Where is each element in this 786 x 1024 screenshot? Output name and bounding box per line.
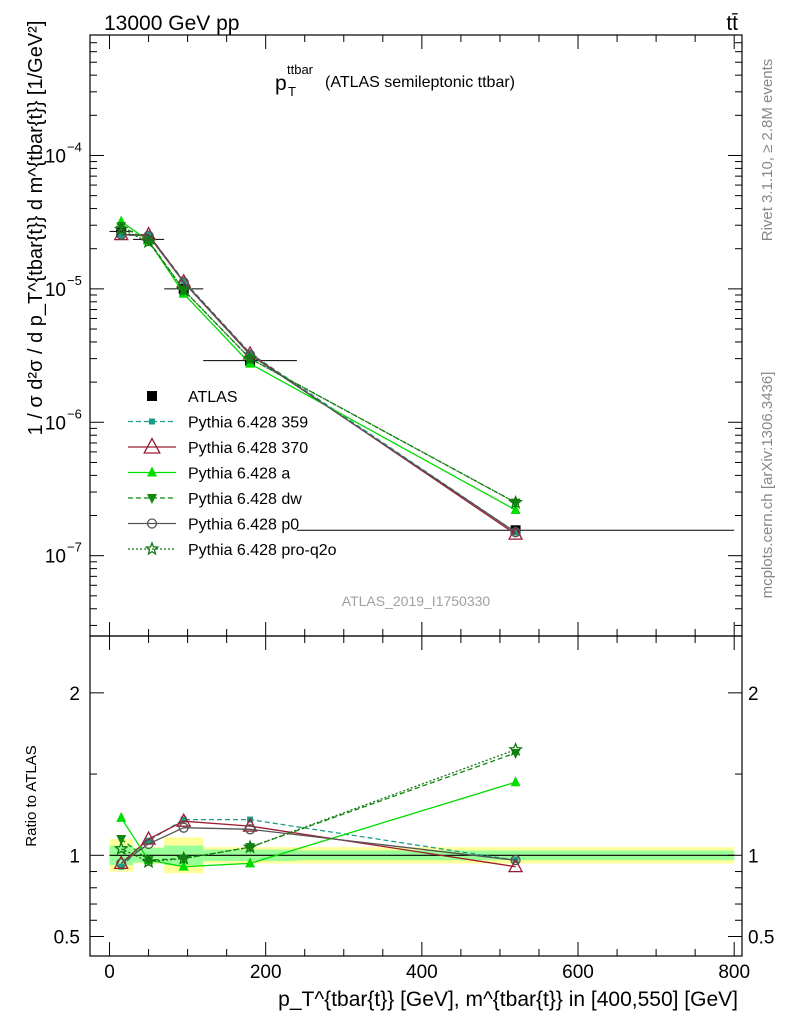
series-line-pythia-6-428-a	[120, 220, 516, 511]
legend: ATLAS Pythia 6.428 359 Pythia 6.428 370 Pyt…	[128, 389, 337, 559]
data-point-pythia-6-428-pro-q2o	[176, 282, 192, 297]
legend-marker-pythia-6-428-a	[147, 466, 157, 477]
ratio-y-tick-label: 0.5	[54, 928, 80, 949]
ratio-point-pythia-6-428-p0	[116, 858, 127, 869]
ratio-line-pythia-6-428-pro-q2o	[120, 749, 516, 863]
data-point-pythia-6-428-p0	[143, 230, 154, 241]
data-point-pythia-6-428-pro-q2o	[141, 234, 157, 249]
ratio-ylabel: Ratio to ATLAS	[23, 745, 40, 846]
ratio-point-pythia-6-428-p0	[244, 824, 256, 835]
ratio-point-pythia-6-428-p0	[510, 855, 521, 866]
ratio-point-pythia-6-428-p0	[178, 822, 189, 833]
data-point-pythia-6-428-a	[510, 504, 521, 515]
ratio-point-pythia-6-428-dw	[143, 856, 154, 867]
data-point-pythia-6-428-dw	[116, 222, 127, 233]
x-tick-label: 600	[562, 962, 594, 983]
main-title-subscript: T	[288, 84, 296, 99]
legend-label-atlas: ATLAS	[188, 389, 238, 406]
main-plot-area: 10−710−610−510−4	[45, 34, 743, 637]
ratio-y-tick-label: 1	[69, 846, 80, 867]
ratio-point-pythia-6-428-359	[145, 837, 152, 844]
ratio-line-pythia-6-428-p0	[120, 827, 516, 864]
mcplots-label: mcplots.cern.ch [arXiv:1306.3436]	[759, 372, 776, 599]
main-title-description: (ATLAS semileptonic ttbar)	[325, 74, 515, 91]
ratio-point-pythia-6-428-dw	[116, 835, 127, 846]
ratio-point-pythia-6-428-370	[507, 858, 524, 873]
series-line-pythia-6-428-dw	[120, 225, 516, 504]
header-right: tt̄	[726, 12, 738, 35]
main-title-p: p	[275, 72, 287, 95]
data-point-pythia-6-428-pro-q2o	[242, 350, 258, 365]
main-plot-marks	[109, 215, 735, 540]
rivet-label: Rivet 3.1.10, ≥ 2.8M events	[759, 59, 776, 242]
x-tick-label: 200	[250, 962, 282, 983]
legend-label-pythia-6-428-370: Pythia 6.428 370	[188, 440, 308, 457]
series-line-pythia-6-428-pro-q2o	[120, 228, 516, 504]
x-tick-label: 0	[104, 962, 115, 983]
main-y-tick-label-exponent: −4	[67, 139, 82, 154]
main-ylabel: 1 / σ d²σ / d p_T^{tbar{t}} d m^{tbar{t}…	[25, 21, 47, 436]
data-point-pythia-6-428-370	[507, 525, 524, 540]
header-left: 13000 GeV pp	[104, 12, 239, 35]
ratio-point-pythia-6-428-a	[245, 857, 256, 868]
ratio-point-pythia-6-428-pro-q2o	[113, 841, 129, 856]
ratio-y-tick-label-right: 1	[748, 846, 759, 867]
legend-marker-pythia-6-428-359	[149, 418, 155, 425]
data-point-pythia-6-428-359	[118, 232, 125, 239]
main-y-tick-label: 10	[45, 146, 66, 167]
data-point-pythia-6-428-p0	[178, 277, 189, 288]
legend-marker-pythia-6-428-p0	[146, 518, 158, 529]
main-title-superscript: ttbar	[287, 62, 314, 77]
legend-label-pythia-6-428-pro-q2o: Pythia 6.428 pro-q2o	[188, 542, 337, 559]
ratio-point-pythia-6-428-370	[176, 812, 192, 827]
ratio-plot-marks	[113, 741, 524, 873]
ratio-point-pythia-6-428-370	[242, 817, 258, 832]
ratio-point-pythia-6-428-pro-q2o	[141, 854, 157, 869]
data-point-pythia-6-428-p0	[116, 229, 127, 240]
main-y-tick-label: 10	[45, 413, 66, 434]
ratio-point-pythia-6-428-a	[178, 860, 189, 871]
ratio-y-tick-label-right: 0.5	[748, 928, 774, 949]
main-y-tick-label: 10	[45, 280, 66, 301]
data-point-pythia-6-428-pro-q2o	[508, 494, 524, 509]
legend-marker-pythia-6-428-pro-q2o	[144, 541, 160, 556]
ratio-point-pythia-6-428-359	[118, 863, 125, 870]
x-tick-label: 800	[718, 962, 750, 983]
data-point-pythia-6-428-pro-q2o	[113, 221, 129, 236]
data-point-pythia-6-428-p0	[510, 527, 521, 538]
main-y-tick-label-exponent: −7	[67, 540, 82, 555]
data-point-pythia-6-428-p0	[244, 349, 256, 361]
x-tick-label: 400	[406, 962, 438, 983]
legend-marker-pythia-6-428-dw	[147, 494, 157, 504]
legend-marker-atlas	[147, 391, 157, 401]
ratio-point-pythia-6-428-a	[510, 776, 521, 787]
ratio-point-pythia-6-428-a	[116, 811, 127, 822]
ratio-point-pythia-6-428-pro-q2o	[508, 741, 524, 757]
legend-label-pythia-6-428-359: Pythia 6.428 359	[188, 415, 308, 432]
ratio-point-pythia-6-428-pro-q2o	[242, 839, 258, 854]
ratio-line-pythia-6-428-359	[120, 818, 516, 868]
ratio-y-tick-label: 2	[69, 684, 80, 705]
ratio-y-tick-label-right: 2	[748, 684, 759, 705]
ratio-point-pythia-6-428-p0	[143, 838, 154, 850]
ratio-point-pythia-6-428-pro-q2o	[176, 850, 192, 865]
ratio-point-pythia-6-428-359	[180, 816, 187, 823]
main-y-tick-label: 10	[45, 547, 66, 568]
analysis-label: ATLAS_2019_I1750330	[342, 593, 491, 609]
main-y-tick-label-exponent: −6	[67, 406, 82, 421]
x-axis-label: p_T^{tbar{t}} [GeV], m^{tbar{t}} in [400…	[278, 988, 738, 1011]
legend-label-pythia-6-428-p0: Pythia 6.428 p0	[188, 517, 299, 534]
legend-label-pythia-6-428-dw: Pythia 6.428 dw	[188, 491, 302, 508]
legend-marker-pythia-6-428-370	[143, 437, 161, 454]
main-y-tick-label-exponent: −5	[67, 273, 82, 288]
ratio-frame	[89, 635, 743, 957]
ratio-plot-area: 0 200 400 600 800 0.5 0.5 1 1 2 2	[54, 635, 774, 983]
legend-label-pythia-6-428-a: Pythia 6.428 a	[188, 466, 290, 483]
